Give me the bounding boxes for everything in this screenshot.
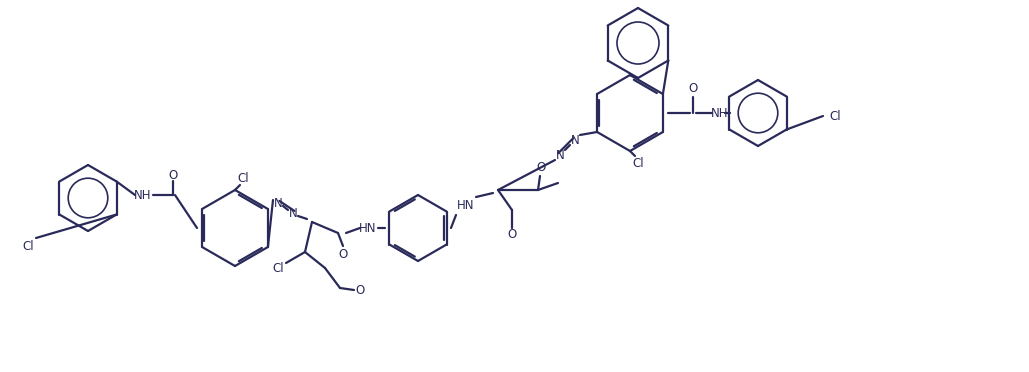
Text: Cl: Cl bbox=[632, 157, 644, 170]
Text: O: O bbox=[688, 81, 698, 94]
Text: NH: NH bbox=[711, 106, 729, 119]
Text: O: O bbox=[536, 160, 545, 173]
Text: Cl: Cl bbox=[829, 109, 841, 122]
Text: O: O bbox=[507, 228, 517, 241]
Text: N: N bbox=[571, 134, 579, 147]
Text: O: O bbox=[339, 247, 348, 260]
Text: O: O bbox=[355, 283, 364, 296]
Text: HN: HN bbox=[359, 221, 377, 234]
Text: NH: NH bbox=[134, 189, 151, 202]
Text: Cl: Cl bbox=[273, 262, 284, 275]
Text: Cl: Cl bbox=[23, 240, 34, 253]
Text: Cl: Cl bbox=[238, 171, 249, 185]
Text: O: O bbox=[169, 169, 178, 182]
Text: N: N bbox=[274, 196, 282, 209]
Text: N: N bbox=[556, 148, 564, 161]
Text: HN: HN bbox=[457, 199, 474, 212]
Text: N: N bbox=[288, 206, 297, 219]
